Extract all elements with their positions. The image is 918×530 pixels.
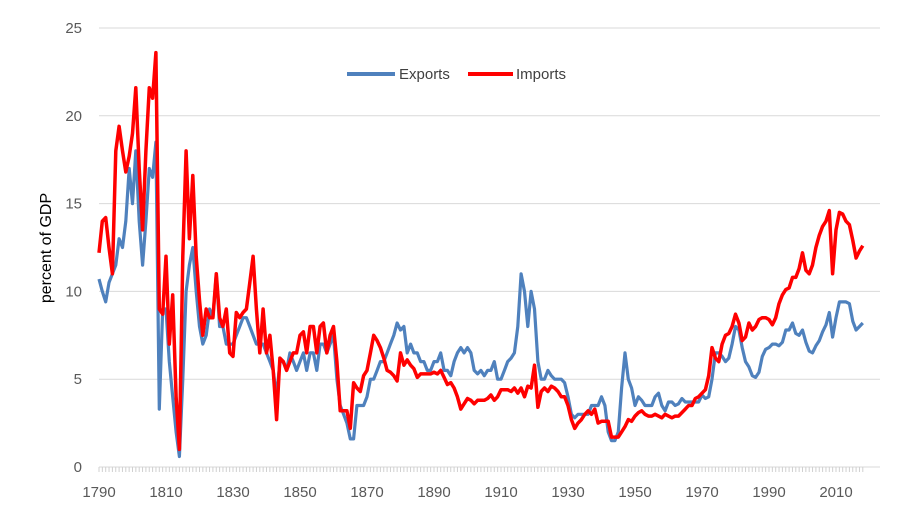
- y-tick-label: 20: [65, 108, 82, 125]
- series-line-exports: [97, 140, 864, 459]
- series-line-imports: [97, 50, 865, 452]
- x-axis: 1790 1810 1830 1850 1870 1890 1910 1930 1950 1970…: [82, 466, 880, 501]
- x-tick-label: 1870: [350, 484, 383, 501]
- legend-label-exports: Exports: [399, 66, 450, 83]
- x-tick-label: 1990: [752, 484, 785, 501]
- x-tick-label: 1810: [149, 484, 182, 501]
- x-tick-label: 1910: [484, 484, 517, 501]
- legend-label-imports: Imports: [516, 66, 566, 83]
- series-lines: [97, 50, 865, 459]
- y-axis-label: percent of GDP: [38, 193, 55, 303]
- x-tick-label: 1970: [685, 484, 718, 501]
- x-tick-label: 1950: [618, 484, 651, 501]
- legend: Exports Imports: [347, 66, 566, 83]
- x-tick-label: 1850: [283, 484, 316, 501]
- y-tick-label: 25: [65, 20, 82, 37]
- y-axis: 0 5 10 15 20 25: [65, 20, 82, 476]
- x-tick-label: 1930: [551, 484, 584, 501]
- gridlines: [99, 27, 880, 380]
- x-tick-label: 2010: [819, 484, 852, 501]
- x-tick-label: 1890: [417, 484, 450, 501]
- x-tick-label: 1830: [216, 484, 249, 501]
- y-tick-label: 10: [65, 283, 82, 300]
- y-tick-label: 15: [65, 196, 82, 213]
- x-tick-label: 1790: [82, 484, 115, 501]
- y-tick-label: 5: [74, 371, 82, 388]
- y-tick-label: 0: [74, 459, 82, 476]
